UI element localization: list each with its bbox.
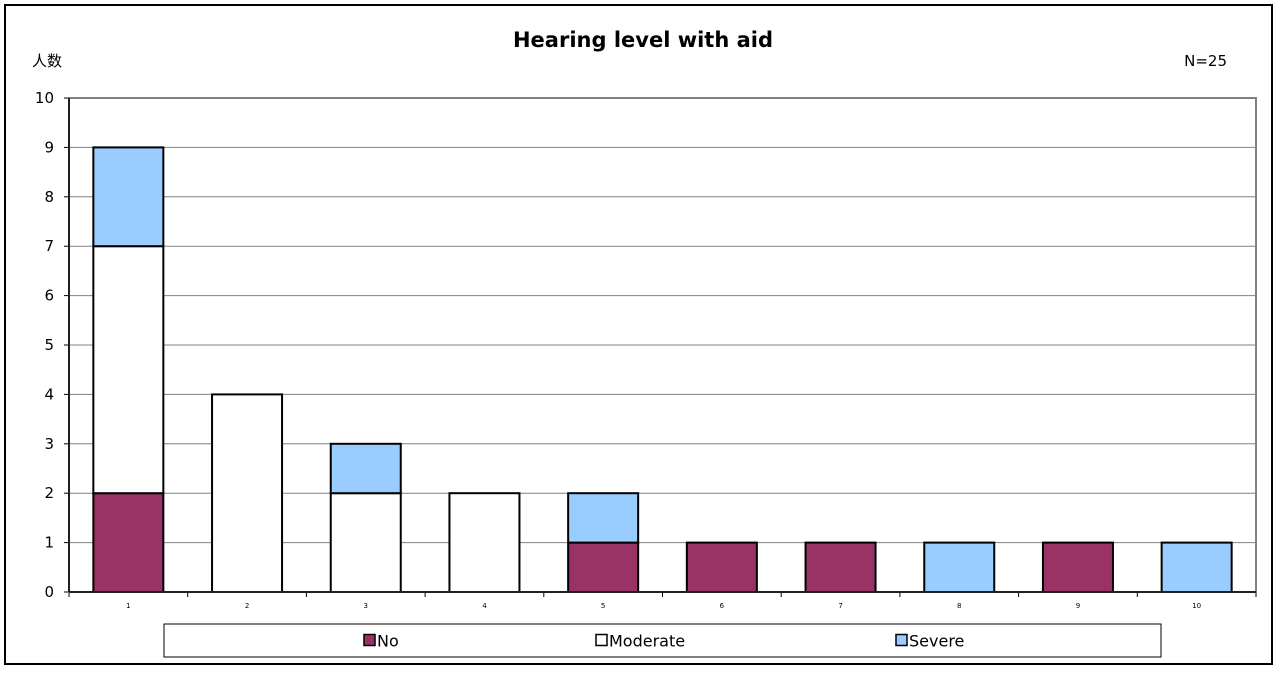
legend-label-severe: Severe	[909, 632, 964, 651]
bar-segment-moderate-1	[92, 245, 165, 495]
bar-segment-no-9	[1041, 541, 1114, 593]
y-tick-label: 2	[44, 484, 54, 502]
y-tick-label: 3	[44, 435, 54, 453]
legend-swatch-no	[363, 633, 376, 647]
x-tick-label: 4	[482, 602, 487, 610]
bar-segment-no-5	[567, 541, 640, 593]
sample-size-note: N=25	[1184, 52, 1227, 70]
y-axis-unit-label: 人数	[32, 52, 62, 70]
x-tick-label: 8	[957, 602, 961, 610]
x-tick-label: 9	[1076, 602, 1080, 610]
bar-segment-no-6	[685, 541, 758, 593]
legend-box	[163, 623, 1162, 658]
bar-segment-no-1	[92, 492, 165, 594]
bar-segment-severe-5	[567, 492, 640, 544]
bar-segment-severe-1	[92, 146, 165, 248]
y-tick-label: 7	[44, 237, 54, 255]
bars	[92, 146, 1233, 594]
bar-segment-moderate-2	[211, 393, 284, 593]
legend-label-no: No	[377, 632, 399, 651]
y-tick-label: 10	[35, 89, 54, 107]
x-tick-label: 10	[1192, 602, 1201, 610]
legend: No Moderate Severe	[163, 623, 1162, 658]
x-tick-label: 7	[838, 602, 842, 610]
legend-swatch-severe	[895, 633, 908, 647]
y-tick-label: 9	[44, 138, 54, 156]
bar-segment-severe-10	[1160, 541, 1233, 593]
bar-segment-moderate-4	[448, 492, 521, 594]
x-tick-label: 1	[126, 602, 130, 610]
x-tick-label: 5	[601, 602, 605, 610]
bar-segment-no-7	[804, 541, 877, 593]
y-tick-label: 8	[44, 188, 54, 206]
axes: 0 1 2 3 4 5 6 7 8 9 10 1 2 3 4 5 6 7 8 9 10	[35, 89, 1257, 610]
y-tick-label: 6	[44, 287, 54, 305]
bar-segment-moderate-3	[329, 492, 402, 594]
x-tick-label: 3	[364, 602, 368, 610]
y-tick-label: 0	[44, 583, 54, 601]
x-tick-label: 6	[720, 602, 725, 610]
bar-segment-severe-3	[329, 442, 402, 495]
y-tick-label: 5	[44, 336, 54, 354]
bar-segment-severe-8	[923, 541, 996, 593]
y-tick-label: 4	[44, 385, 54, 403]
x-tick-label: 2	[245, 602, 249, 610]
y-tick-label: 1	[44, 534, 54, 552]
legend-label-moderate: Moderate	[609, 632, 685, 651]
legend-swatch-moderate	[595, 633, 608, 647]
chart-title: Hearing level with aid	[513, 28, 773, 52]
